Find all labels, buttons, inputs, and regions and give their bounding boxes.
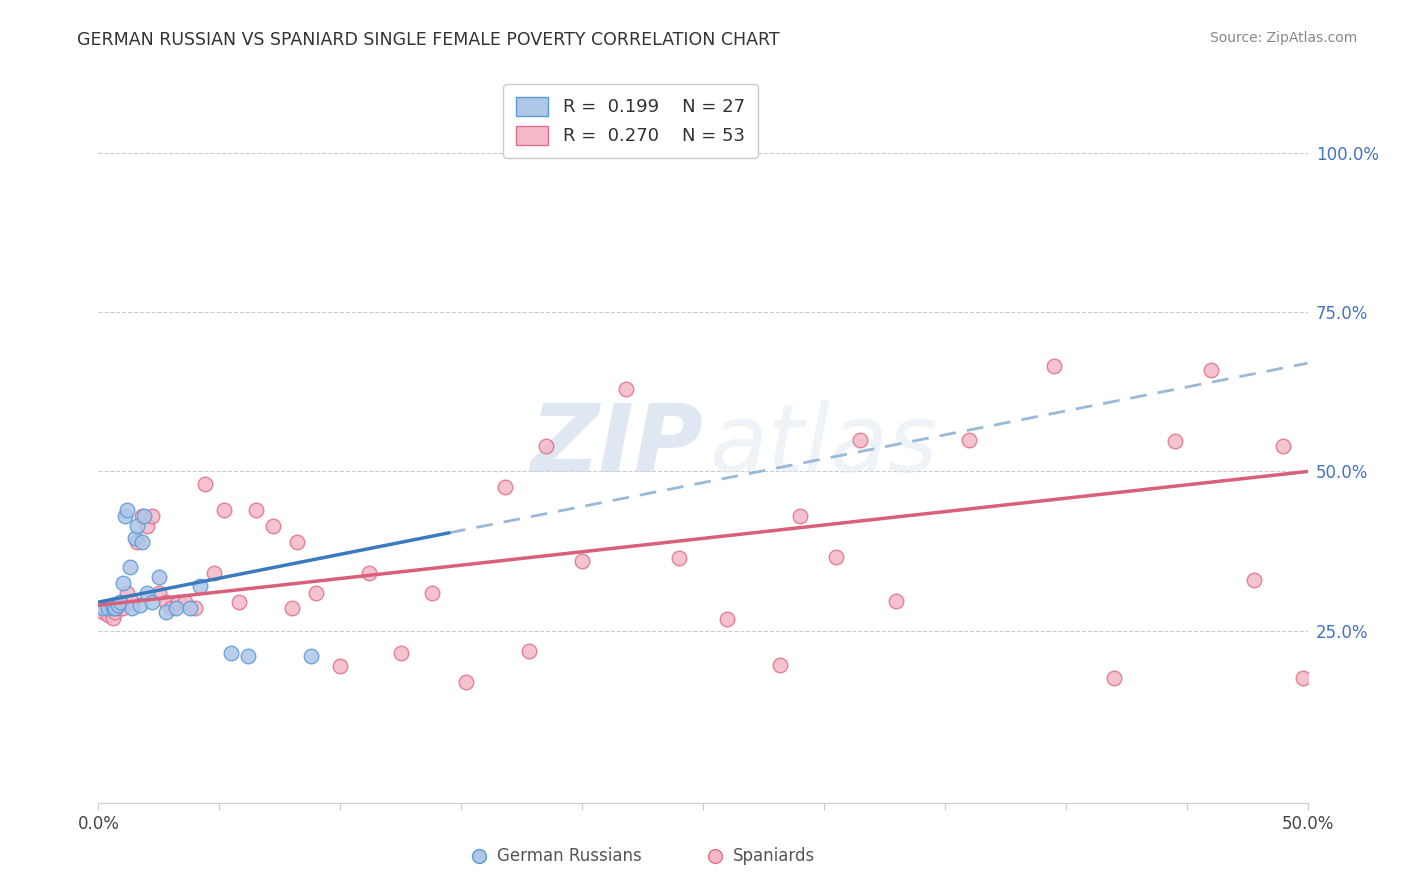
Point [135,585,157,599]
Point [108,595,131,609]
Legend: R =  0.199    N = 27, R =  0.270    N = 53: R = 0.199 N = 27, R = 0.270 N = 53 [503,84,758,158]
Point [359,566,381,581]
Point [97,607,120,622]
Point [194,477,217,491]
Point [1163,434,1185,448]
Point [141,509,163,524]
Point [124,532,146,546]
Point [1102,671,1125,685]
Point [389,646,412,660]
Point [101,611,124,625]
Point [131,534,153,549]
Point [121,601,143,615]
Point [188,579,211,593]
Point [155,605,177,619]
Point [228,595,250,609]
Point [104,605,127,619]
Point [789,509,811,524]
Point [131,509,153,524]
Point [127,534,149,549]
Point [117,502,139,516]
Point [281,601,304,615]
Point [107,599,129,613]
Point [494,480,516,494]
Point [114,509,136,524]
Text: Spaniards: Spaniards [734,847,815,865]
Point [1243,573,1265,587]
Point [91,601,114,615]
Point [420,585,443,599]
Point [204,566,226,581]
Point [107,601,129,615]
Point [825,549,848,564]
Point [571,554,593,568]
Point [262,518,284,533]
Point [716,612,738,626]
Point [128,599,150,613]
Point [1199,362,1222,376]
Point [221,646,243,660]
Point [299,649,322,664]
Point [111,601,134,615]
Point [179,601,201,615]
Point [167,595,190,609]
Point [148,569,170,583]
Text: ZIP: ZIP [530,400,703,492]
Point [614,382,637,396]
Point [174,595,197,609]
Point [134,509,156,524]
Point [329,658,352,673]
Point [111,576,134,591]
Point [118,560,141,574]
Point [454,674,477,689]
Point [1292,671,1315,685]
Point [141,595,163,609]
Point [1042,359,1064,374]
Point [127,518,149,533]
Point [165,601,187,615]
Point [517,644,540,658]
Point [104,601,127,615]
Point [121,595,143,609]
Point [212,502,235,516]
Text: GERMAN RUSSIAN VS SPANIARD SINGLE FEMALE POVERTY CORRELATION CHART: GERMAN RUSSIAN VS SPANIARD SINGLE FEMALE… [77,31,780,49]
Point [849,433,872,447]
Point [101,599,124,613]
Point [97,601,120,615]
Point [160,601,183,615]
Point [245,502,267,516]
Point [101,601,124,615]
Point [135,518,157,533]
Point [91,605,114,619]
Point [534,439,557,453]
Point [155,595,177,609]
Point [1272,439,1295,453]
Point [184,601,207,615]
Point [148,585,170,599]
Point [957,433,980,447]
Point [108,599,131,613]
Point [668,550,690,565]
Point [117,585,139,599]
Point [769,658,792,673]
Point [886,594,908,608]
Point [285,534,308,549]
Text: Source: ZipAtlas.com: Source: ZipAtlas.com [1209,31,1357,45]
Point [305,585,328,599]
Text: German Russians: German Russians [498,847,643,865]
Text: atlas: atlas [709,401,938,491]
Point [238,649,260,664]
